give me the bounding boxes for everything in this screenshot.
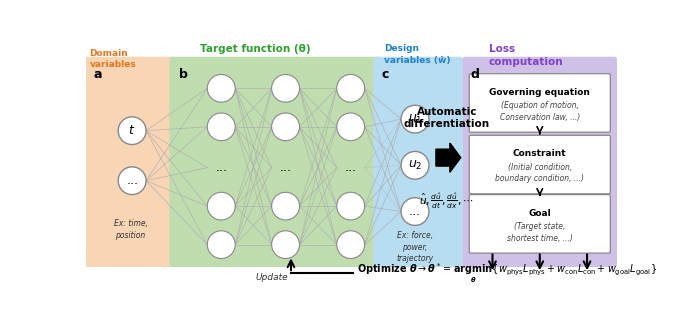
Text: Governing equation: Governing equation	[489, 88, 590, 97]
Text: Update: Update	[256, 273, 288, 282]
Text: $\mathbf{Optimize}\ \boldsymbol{\theta} \rightarrow \boldsymbol{\theta}^* = \und: $\mathbf{Optimize}\ \boldsymbol{\theta} …	[357, 262, 657, 285]
Text: Constraint: Constraint	[513, 149, 566, 158]
Text: Ex: time,
position: Ex: time, position	[114, 219, 147, 240]
Text: Ex: force,
power,
trajectory: Ex: force, power, trajectory	[397, 231, 434, 263]
FancyBboxPatch shape	[462, 57, 617, 267]
Text: Design
variables (ŵ): Design variables (ŵ)	[384, 44, 451, 64]
Text: ...: ...	[215, 161, 227, 174]
Text: ...: ...	[279, 161, 292, 174]
Circle shape	[119, 117, 146, 145]
Text: ...: ...	[409, 205, 421, 218]
FancyArrow shape	[436, 143, 461, 172]
Circle shape	[272, 74, 299, 102]
Circle shape	[401, 198, 429, 226]
Text: a: a	[93, 68, 102, 80]
FancyBboxPatch shape	[84, 57, 177, 267]
Text: (Initial condition,
boundary condition, ...): (Initial condition, boundary condition, …	[495, 163, 584, 183]
Circle shape	[208, 192, 235, 220]
Text: $t$: $t$	[129, 124, 136, 137]
Text: $\hat{u}, \frac{d\hat{u}}{dt}, \frac{d\hat{u}}{dx}, \cdots$: $\hat{u}, \frac{d\hat{u}}{dt}, \frac{d\h…	[419, 191, 474, 211]
Circle shape	[401, 105, 429, 133]
Circle shape	[272, 231, 299, 258]
Circle shape	[337, 231, 364, 258]
Circle shape	[208, 74, 235, 102]
FancyBboxPatch shape	[469, 74, 610, 132]
Text: ...: ...	[345, 161, 357, 174]
Circle shape	[272, 113, 299, 141]
Text: (Target state,
shortest time, ...): (Target state, shortest time, ...)	[507, 222, 573, 242]
Circle shape	[208, 113, 235, 141]
Text: d: d	[471, 68, 479, 80]
Text: $u_1$: $u_1$	[408, 113, 423, 126]
Text: (Equation of motion,
Conservation law, ...): (Equation of motion, Conservation law, .…	[499, 101, 580, 122]
FancyBboxPatch shape	[169, 57, 381, 267]
Text: Domain
variables: Domain variables	[90, 49, 136, 69]
Text: c: c	[382, 68, 389, 80]
Circle shape	[401, 152, 429, 179]
FancyBboxPatch shape	[469, 195, 610, 253]
FancyBboxPatch shape	[373, 57, 463, 267]
Text: Loss
computation: Loss computation	[488, 44, 563, 67]
Circle shape	[337, 74, 364, 102]
Text: $u_2$: $u_2$	[408, 159, 422, 172]
Text: Automatic
differentiation: Automatic differentiation	[403, 107, 490, 129]
Text: Goal: Goal	[528, 209, 551, 218]
Circle shape	[337, 192, 364, 220]
Circle shape	[337, 113, 364, 141]
Text: Target function (θ): Target function (θ)	[200, 44, 311, 55]
Circle shape	[119, 167, 146, 195]
Text: ...: ...	[126, 174, 138, 187]
Text: b: b	[179, 68, 188, 80]
Circle shape	[272, 192, 299, 220]
Circle shape	[208, 231, 235, 258]
FancyBboxPatch shape	[469, 135, 610, 194]
